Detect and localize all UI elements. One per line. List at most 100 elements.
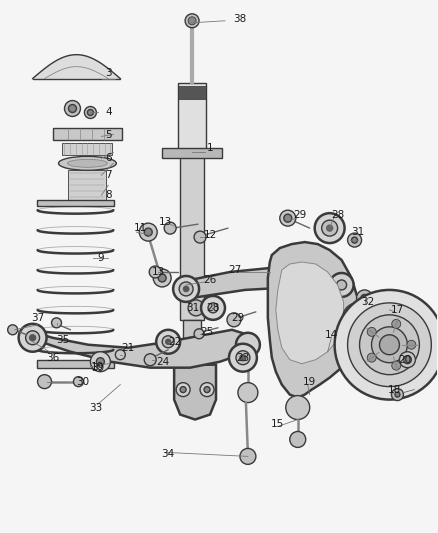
Circle shape <box>188 17 196 25</box>
Circle shape <box>348 233 361 247</box>
Circle shape <box>144 228 152 236</box>
Circle shape <box>407 340 416 349</box>
Circle shape <box>352 237 357 243</box>
Circle shape <box>144 354 156 366</box>
Polygon shape <box>68 171 106 200</box>
Circle shape <box>194 231 206 243</box>
Circle shape <box>201 296 225 320</box>
Circle shape <box>139 223 157 241</box>
Circle shape <box>166 340 171 344</box>
Circle shape <box>208 303 218 313</box>
Polygon shape <box>32 55 120 78</box>
Text: 30: 30 <box>76 377 89 386</box>
Circle shape <box>38 375 52 389</box>
Circle shape <box>173 276 199 302</box>
Circle shape <box>52 318 61 328</box>
Text: 20: 20 <box>398 354 411 365</box>
Text: 19: 19 <box>303 377 316 386</box>
Circle shape <box>280 210 296 226</box>
Circle shape <box>158 274 166 282</box>
Circle shape <box>348 303 431 386</box>
Polygon shape <box>37 200 114 206</box>
Polygon shape <box>178 86 206 99</box>
Ellipse shape <box>59 156 117 171</box>
Text: 23: 23 <box>236 353 250 363</box>
Circle shape <box>153 269 171 287</box>
Text: 18: 18 <box>388 385 401 394</box>
Text: 31: 31 <box>187 303 200 313</box>
Circle shape <box>8 325 18 335</box>
Circle shape <box>227 313 241 327</box>
Text: 11: 11 <box>134 223 147 233</box>
Polygon shape <box>276 262 343 364</box>
Text: 29: 29 <box>231 313 244 323</box>
Circle shape <box>392 389 403 401</box>
Polygon shape <box>63 143 112 155</box>
Circle shape <box>403 356 411 364</box>
Circle shape <box>337 280 346 290</box>
Circle shape <box>183 286 189 292</box>
Circle shape <box>180 386 186 393</box>
Circle shape <box>96 358 104 366</box>
Text: 35: 35 <box>56 335 69 345</box>
Text: 22: 22 <box>169 337 182 347</box>
Circle shape <box>314 213 345 243</box>
Circle shape <box>361 294 368 301</box>
Circle shape <box>64 101 81 117</box>
Text: 9: 9 <box>97 253 104 263</box>
Text: 37: 37 <box>31 313 44 323</box>
Text: 4: 4 <box>105 108 112 117</box>
Circle shape <box>156 330 180 354</box>
Ellipse shape <box>67 159 107 167</box>
Text: 28: 28 <box>206 303 219 313</box>
Circle shape <box>25 331 39 345</box>
Circle shape <box>90 352 110 372</box>
Circle shape <box>367 327 376 336</box>
Circle shape <box>286 395 310 419</box>
Circle shape <box>240 355 246 361</box>
Text: 31: 31 <box>351 227 364 237</box>
Text: 15: 15 <box>271 419 284 430</box>
Text: 39: 39 <box>91 362 104 373</box>
Text: 26: 26 <box>203 275 217 285</box>
Text: 6: 6 <box>105 154 112 163</box>
Circle shape <box>367 353 376 362</box>
Text: 25: 25 <box>201 327 214 337</box>
Text: 14: 14 <box>325 330 338 340</box>
Polygon shape <box>180 150 204 320</box>
Text: 5: 5 <box>105 131 112 140</box>
Polygon shape <box>174 365 216 419</box>
Circle shape <box>330 273 353 297</box>
Polygon shape <box>25 330 252 368</box>
Polygon shape <box>183 320 201 370</box>
Polygon shape <box>178 83 206 150</box>
Text: 21: 21 <box>122 343 135 353</box>
Circle shape <box>115 350 125 360</box>
Text: 34: 34 <box>162 449 175 459</box>
Text: 1: 1 <box>207 143 213 154</box>
Circle shape <box>392 361 401 370</box>
Polygon shape <box>53 128 122 140</box>
Text: 17: 17 <box>391 305 404 315</box>
Circle shape <box>188 300 204 316</box>
Circle shape <box>360 315 419 375</box>
Text: 27: 27 <box>228 265 242 275</box>
Circle shape <box>179 282 193 296</box>
Circle shape <box>185 14 199 28</box>
Text: 12: 12 <box>203 230 217 240</box>
Circle shape <box>343 303 372 333</box>
Circle shape <box>321 220 338 236</box>
Text: 8: 8 <box>105 190 112 200</box>
Polygon shape <box>37 360 114 368</box>
Polygon shape <box>162 148 222 158</box>
Circle shape <box>88 109 93 116</box>
Text: 36: 36 <box>46 353 59 363</box>
Text: 3: 3 <box>105 68 112 78</box>
Text: 13: 13 <box>159 217 172 227</box>
Circle shape <box>68 104 77 112</box>
Circle shape <box>204 386 210 393</box>
Circle shape <box>164 222 176 234</box>
Circle shape <box>240 448 256 464</box>
Circle shape <box>85 107 96 118</box>
Text: 29: 29 <box>293 210 306 220</box>
